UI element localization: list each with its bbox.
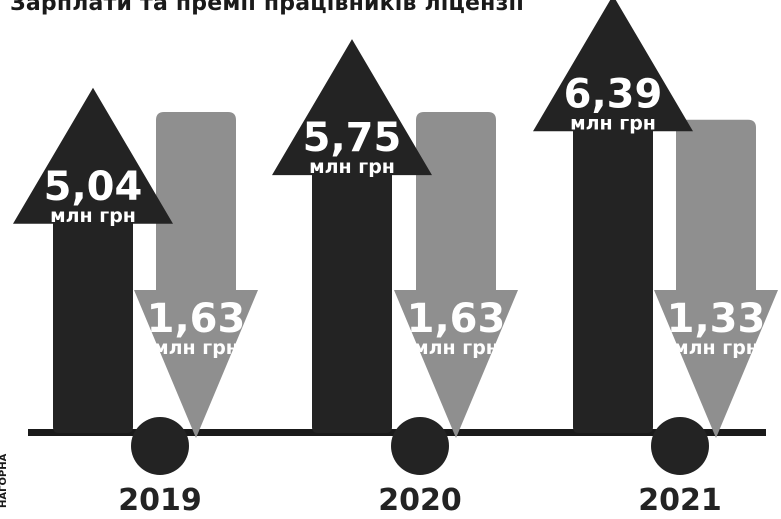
down-unit-2021: млн грн [673,337,759,359]
year-marker-2020 [391,417,449,475]
down-unit-2019: млн грн [153,337,239,359]
chart-title: Зарплати та премії працівників ліцензії [10,0,525,16]
down-arrow-2021 [654,119,778,439]
up-unit-2020: млн грн [309,156,395,178]
year-marker-2019 [131,417,189,475]
down-arrow-2020 [394,112,518,438]
up-value-2020: 5,75 [303,115,402,161]
year-marker-2021 [651,417,709,475]
up-arrow-2021 [533,0,693,433]
year-label-2019: 2019 [118,483,202,518]
down-unit-2020: млн грн [413,337,499,359]
up-unit-2019: млн грн [50,205,136,227]
down-value-2021: 1,33 [667,296,766,342]
year-label-2021: 2021 [638,483,722,518]
up-arrow-2019 [13,87,173,433]
year-label-2020: 2020 [378,483,462,518]
down-arrow-2019 [134,112,258,438]
up-value-2019: 5,04 [44,164,143,210]
up-unit-2021: млн грн [570,112,656,134]
down-value-2019: 1,63 [147,296,246,342]
up-value-2021: 6,39 [564,71,663,117]
up-arrow-2020 [272,39,432,433]
down-value-2020: 1,63 [407,296,506,342]
